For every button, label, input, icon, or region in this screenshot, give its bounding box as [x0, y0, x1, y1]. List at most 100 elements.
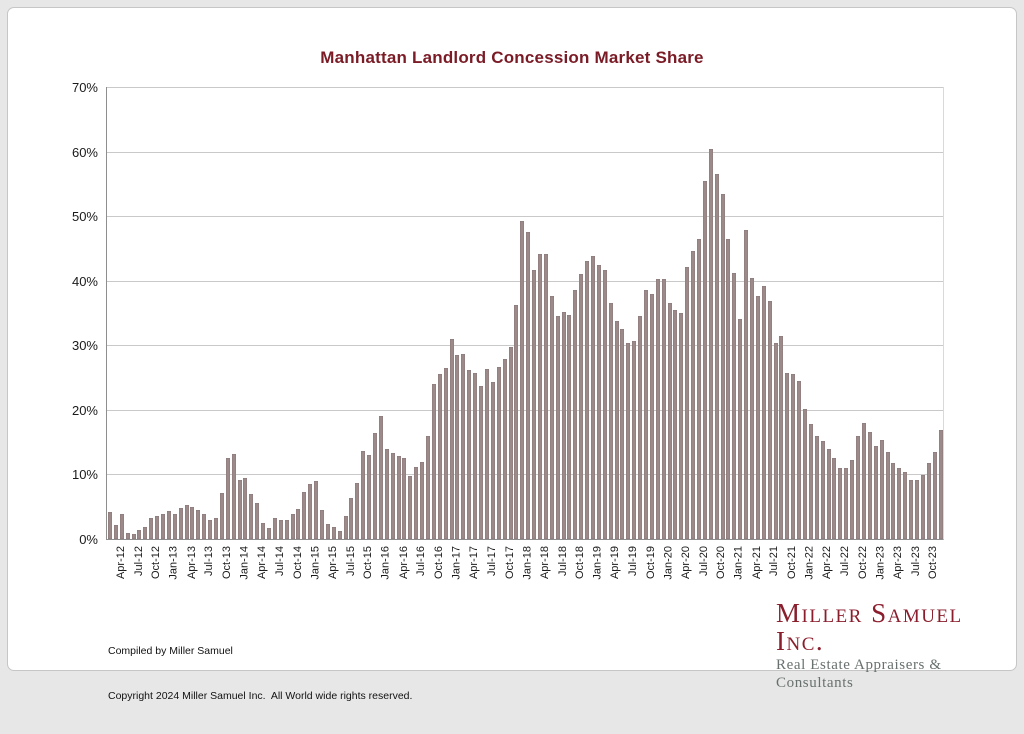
bar-Apr-15 — [320, 509, 324, 539]
x-tick-label: Apr-17 — [468, 546, 481, 580]
bar-slot — [231, 87, 237, 539]
bar-slot — [773, 87, 779, 539]
bar-Apr-20 — [673, 309, 678, 539]
bar-slot — [266, 87, 272, 539]
bar-slot — [796, 87, 802, 539]
x-tick-label: Jan-19 — [591, 546, 604, 580]
bar-slot — [684, 87, 690, 539]
bar-slot — [113, 87, 119, 539]
bar-Sep-16 — [420, 461, 425, 539]
x-tick-label: Jan-18 — [521, 546, 534, 580]
gridline-30 — [107, 345, 943, 347]
bar-slot — [596, 87, 602, 539]
bar-slot — [661, 87, 667, 539]
y-tick-label: 70% — [71, 80, 98, 95]
bar-slot — [301, 87, 307, 539]
x-tick-label: Jan-16 — [379, 546, 392, 580]
bar-slot — [896, 87, 902, 539]
bar-May-23 — [891, 462, 896, 539]
bar-slot — [678, 87, 684, 539]
plot-area — [106, 87, 944, 540]
bar-slot — [755, 87, 761, 539]
x-tick-label: Jan-23 — [874, 546, 887, 580]
bar-slot — [119, 87, 125, 539]
x-tick-label: Jan-14 — [238, 546, 251, 580]
bar-Aug-21 — [767, 301, 772, 539]
bar-Jan-14 — [231, 454, 236, 539]
bar-slot — [879, 87, 885, 539]
bar-slot — [402, 87, 408, 539]
bar-Dec-14 — [296, 508, 301, 539]
x-tick-label: Oct-22 — [856, 546, 869, 580]
bar-Jan-16 — [373, 433, 378, 539]
bar-Feb-23 — [873, 446, 878, 539]
x-tick-label: Jan-22 — [803, 546, 816, 580]
bar-Aug-20 — [697, 238, 701, 539]
bar-slot — [779, 87, 785, 539]
bar-slot — [932, 87, 938, 539]
x-tick-label: Oct-17 — [503, 546, 516, 580]
bar-Jan-20 — [655, 278, 660, 539]
bar-May-21 — [750, 277, 755, 539]
bar-slot — [384, 87, 390, 539]
bar-May-19 — [608, 302, 613, 539]
bar-Dec-18 — [579, 274, 584, 539]
bar-slot — [390, 87, 396, 539]
bar-Apr-13 — [178, 508, 183, 539]
x-tick-label: Apr-14 — [256, 546, 269, 580]
x-tick-label: Oct-21 — [786, 546, 799, 580]
bar-slot — [867, 87, 873, 539]
bar-Jan-17 — [443, 367, 448, 539]
bar-slot — [743, 87, 749, 539]
bar-Aug-14 — [272, 518, 277, 539]
bar-May-22 — [820, 440, 825, 539]
bar-slot — [873, 87, 879, 539]
bar-slot — [525, 87, 531, 539]
x-tick-label: Oct-16 — [432, 546, 445, 580]
bar-May-17 — [467, 369, 472, 539]
x-tick-label: Jul-19 — [627, 546, 640, 576]
bar-slot — [696, 87, 702, 539]
bar-slot — [272, 87, 278, 539]
bar-slot — [631, 87, 637, 539]
bar-Sep-20 — [702, 181, 707, 539]
bar-slot — [189, 87, 195, 539]
bar-slot — [920, 87, 926, 539]
bar-Aug-22 — [838, 467, 843, 539]
bar-slot — [637, 87, 643, 539]
bar-slot — [885, 87, 891, 539]
bar-slot — [938, 87, 944, 539]
bar-slot — [313, 87, 319, 539]
bar-slot — [343, 87, 349, 539]
bar-Dec-23 — [932, 451, 937, 539]
gridline-50 — [107, 216, 943, 218]
bar-slot — [154, 87, 160, 539]
x-tick-label: Jan-17 — [450, 546, 463, 580]
bar-Nov-21 — [785, 373, 790, 539]
bar-Jan-22 — [797, 380, 802, 539]
bar-Sep-19 — [632, 340, 637, 539]
bar-slot — [378, 87, 384, 539]
bar-slot — [125, 87, 131, 539]
bar-Apr-21 — [744, 229, 749, 539]
bar-Jul-14 — [266, 528, 271, 539]
bar-Mar-22 — [808, 424, 813, 539]
y-axis: 0% 10% 20% 30% 40% 50% 60% 70% — [8, 80, 98, 547]
bar-Mar-16 — [384, 448, 389, 539]
bar-slot — [172, 87, 178, 539]
bar-slot — [578, 87, 584, 539]
bar-Aug-19 — [626, 342, 631, 539]
bar-Oct-19 — [638, 316, 643, 539]
bar-Oct-21 — [779, 336, 784, 539]
bar-May-18 — [537, 253, 542, 539]
x-tick-label: Oct-12 — [150, 546, 163, 580]
x-tick-label: Jul-12 — [132, 546, 145, 576]
x-tick-label: Jan-20 — [662, 546, 675, 580]
bar-Sep-22 — [844, 467, 849, 539]
x-tick-label: Oct-14 — [291, 546, 304, 580]
bar-Feb-16 — [378, 416, 383, 539]
bar-Mar-23 — [879, 440, 884, 539]
bar-slot — [832, 87, 838, 539]
gridline-60 — [107, 151, 943, 153]
bar-slot — [207, 87, 213, 539]
